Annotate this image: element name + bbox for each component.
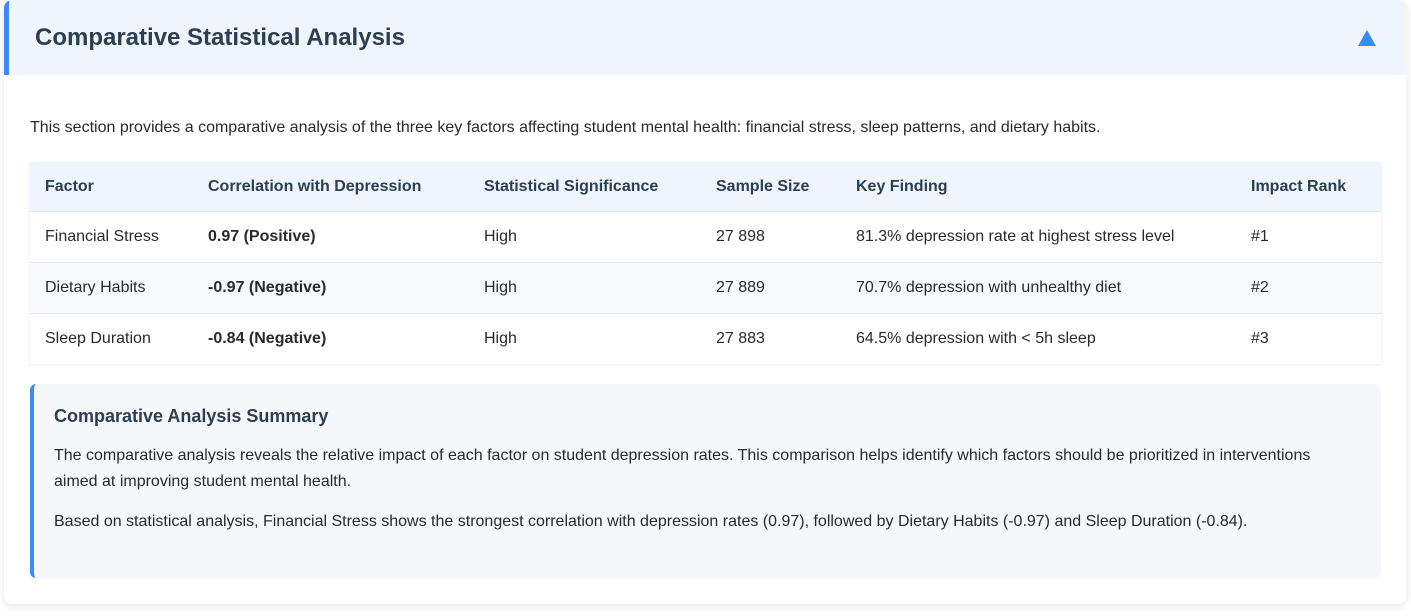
factor-cell: Dietary Habits (30, 262, 193, 314)
key-finding-cell: 81.3% depression rate at highest stress … (841, 211, 1236, 263)
column-header-key-finding: Key Finding (841, 162, 1236, 212)
key-finding-cell: 70.7% depression with unhealthy diet (841, 262, 1236, 314)
impact-rank-cell: #3 (1251, 330, 1269, 347)
impact-rank-cell: #1 (1236, 211, 1381, 263)
section-intro: This section provides a comparative anal… (30, 119, 1101, 136)
column-header-significance: Statistical Significance (469, 162, 701, 212)
factor-cell: Sleep Duration (45, 330, 151, 347)
column-header-sample-size: Sample Size (701, 162, 841, 212)
key-finding-cell: 64.5% depression with < 5h sleep (856, 330, 1096, 347)
comparison-table: Factor Correlation with Depression Stati… (30, 162, 1381, 364)
correlation-cell: -0.97 (Negative) (193, 262, 469, 314)
summary-paragraph: Based on statistical analysis, Financial… (54, 513, 1248, 530)
column-header-impact-rank: Impact Rank (1236, 162, 1381, 212)
correlation-cell: 0.97 (Positive) (193, 211, 469, 263)
sample-size-cell: 27 889 (701, 262, 841, 314)
table-row: Dietary Habits -0.97 (Negative) High 27 … (30, 262, 1381, 314)
section-header[interactable]: Comparative Statistical Analysis (4, 0, 1406, 75)
sample-size-cell: 27 883 (716, 330, 765, 347)
significance-cell: High (469, 262, 701, 314)
significance-cell: High (484, 330, 517, 347)
summary-title: Comparative Analysis Summary (54, 406, 329, 426)
table-row: Financial Stress 0.97 (Positive) High 27… (30, 211, 1381, 263)
comparative-analysis-card: Comparative Statistical Analysis This se… (4, 0, 1406, 604)
table-header-row: Factor Correlation with Depression Stati… (30, 162, 1381, 212)
summary-paragraph: The comparative analysis reveals the rel… (54, 447, 1311, 490)
factor-cell: Financial Stress (30, 211, 193, 263)
summary-box: Comparative Analysis Summary The compara… (30, 384, 1381, 578)
column-header-factor: Factor (30, 162, 193, 212)
section-title: Comparative Statistical Analysis (35, 23, 405, 51)
collapse-toggle-icon[interactable] (1356, 27, 1378, 49)
column-header-correlation: Correlation with Depression (193, 162, 469, 212)
sample-size-cell: 27 898 (701, 211, 841, 263)
significance-cell: High (469, 211, 701, 263)
table-row: Sleep Duration -0.84 (Negative) High 27 … (30, 314, 1381, 365)
impact-rank-cell: #2 (1236, 262, 1381, 314)
correlation-cell: -0.84 (Negative) (208, 330, 327, 347)
